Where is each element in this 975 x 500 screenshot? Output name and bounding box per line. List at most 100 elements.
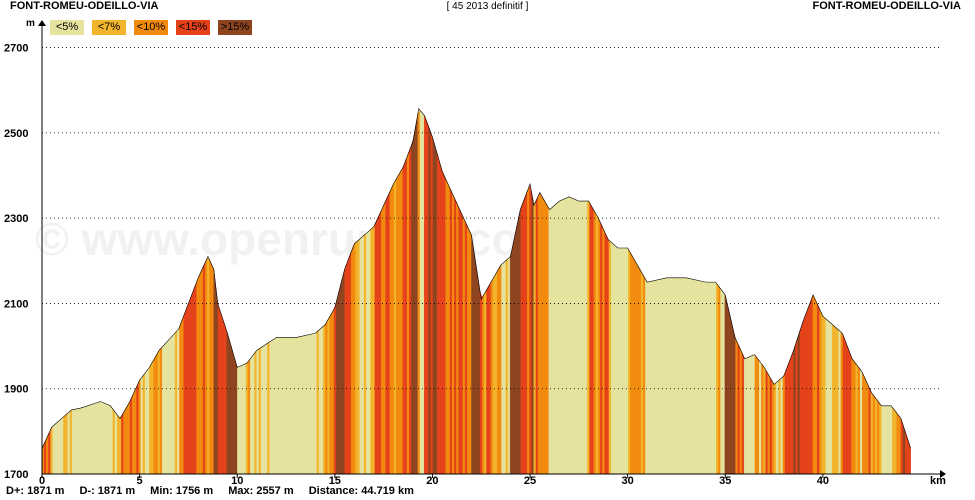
slope-segment <box>301 335 305 475</box>
slope-segment <box>808 300 811 475</box>
slope-segment <box>295 336 298 475</box>
slope-segment <box>709 281 713 475</box>
slope-segment <box>305 334 309 475</box>
slope-segment <box>786 361 790 475</box>
slope-segment <box>456 202 459 475</box>
slope-segment <box>847 346 850 475</box>
slope-segment <box>741 352 745 475</box>
slope-segment <box>110 405 114 475</box>
slope-segment <box>69 409 73 475</box>
slope-segment <box>424 115 427 475</box>
slope-segment <box>127 400 131 475</box>
slope-segment <box>329 312 333 475</box>
slope-segment <box>80 407 84 475</box>
slope-segment <box>245 361 249 475</box>
slope-segment <box>655 279 659 475</box>
slope-segment <box>217 304 221 475</box>
slope-segment <box>138 377 141 475</box>
slope-segment <box>335 293 339 475</box>
slope-segment <box>76 408 79 475</box>
slope-segment <box>43 438 47 475</box>
slope-segment <box>63 414 66 475</box>
slope-segment <box>559 199 562 475</box>
slope-segment <box>99 401 103 475</box>
slope-segment <box>733 330 736 475</box>
slope-segment <box>499 263 502 475</box>
slope-segment <box>531 192 534 475</box>
slope-segment <box>610 241 614 475</box>
slope-segment <box>320 325 324 475</box>
slope-segment <box>404 156 408 475</box>
slope-segment <box>56 420 60 475</box>
slope-segment <box>602 227 605 475</box>
slope-segment <box>726 302 730 475</box>
slope-segment <box>814 299 818 475</box>
slope-segment <box>434 145 438 475</box>
slope-segment <box>698 280 702 475</box>
slope-segment <box>479 291 483 475</box>
slope-segment <box>331 308 335 475</box>
slope-segment <box>686 277 689 475</box>
slope-segment <box>585 200 588 475</box>
slope-segment <box>271 338 275 475</box>
slope-segment <box>488 281 492 475</box>
slope-segment <box>106 403 109 475</box>
slope-segment <box>696 279 700 475</box>
slope-segment <box>147 366 150 475</box>
slope-segment <box>202 262 206 475</box>
slope-segment <box>228 338 232 475</box>
slope-segment <box>617 247 620 475</box>
slope-segment <box>557 200 560 475</box>
slope-segment <box>140 375 144 475</box>
slope-segment <box>765 369 769 475</box>
slope-segment <box>900 418 904 475</box>
slope-segment <box>722 290 726 475</box>
slope-segment <box>142 372 146 475</box>
slope-segment <box>690 278 693 475</box>
slope-segment <box>872 394 876 475</box>
slope-segment <box>660 278 663 475</box>
slope-segment <box>739 348 743 475</box>
slope-segment <box>378 210 382 475</box>
slope-segment <box>151 359 154 475</box>
slope-segment <box>664 277 668 475</box>
slope-segment <box>670 277 674 475</box>
slope-segment <box>436 153 440 475</box>
slope-segment <box>86 404 90 475</box>
slope-segment <box>767 372 771 475</box>
slope-segment <box>355 240 358 475</box>
slope-segment <box>797 330 801 475</box>
x-tick-label: 0 <box>39 475 45 487</box>
slope-segment <box>181 315 184 475</box>
slope-segment <box>426 120 429 475</box>
slope-segment <box>209 259 212 475</box>
slope-segment <box>116 414 120 475</box>
route-end-label: FONT-ROMEU-ODEILLO-VIA <box>812 0 962 12</box>
slope-segment <box>763 365 766 475</box>
slope-segment <box>535 196 539 475</box>
chart-title: [ 45 2013 definitif ] <box>446 1 529 12</box>
stat-distance: Distance: 44.719 km <box>308 485 414 497</box>
slope-segment <box>232 353 236 475</box>
slope-segment <box>172 332 176 475</box>
slope-segment <box>402 162 406 475</box>
slope-segment <box>645 278 648 475</box>
slope-segment <box>460 211 464 475</box>
slope-segment <box>74 408 77 475</box>
y-tick-label: 2700 <box>4 43 28 55</box>
stat-max: Max: 2557 m <box>228 485 294 497</box>
slope-segment <box>842 334 846 475</box>
slope-segment <box>241 364 245 475</box>
slope-segment <box>282 337 285 475</box>
slope-segment <box>561 198 565 475</box>
slope-segment <box>439 160 442 475</box>
slope-segment <box>896 412 900 475</box>
slope-segment <box>851 356 854 475</box>
slope-segment <box>853 360 857 475</box>
slope-segment <box>192 287 195 475</box>
y-ticks: 1700 1900 2100 2300 2500 2700 <box>4 43 28 481</box>
slope-segment <box>340 276 343 475</box>
watermark-text: © www.openrunner.com <box>35 213 560 265</box>
slope-segment <box>471 235 474 475</box>
slope-segment <box>54 422 58 475</box>
